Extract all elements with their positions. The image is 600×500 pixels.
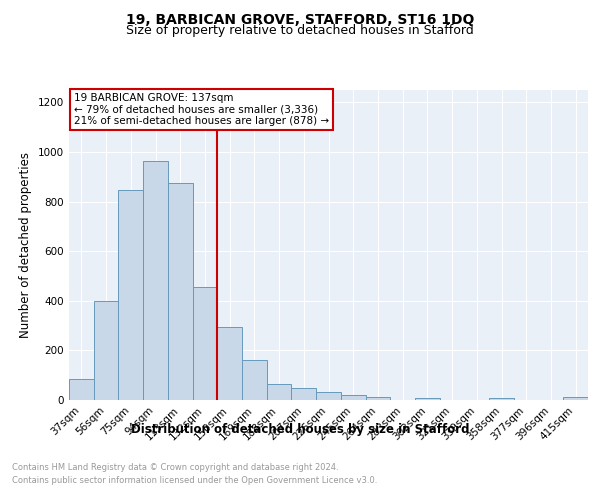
- Text: Distribution of detached houses by size in Stafford: Distribution of detached houses by size …: [131, 422, 469, 436]
- Bar: [69, 379, 94, 400]
- Text: 19 BARBICAN GROVE: 137sqm
← 79% of detached houses are smaller (3,336)
21% of se: 19 BARBICAN GROVE: 137sqm ← 79% of detac…: [74, 93, 329, 126]
- Text: Contains public sector information licensed under the Open Government Licence v3: Contains public sector information licen…: [12, 476, 377, 485]
- Bar: [341, 395, 365, 400]
- Bar: [267, 384, 292, 400]
- Bar: [242, 360, 267, 400]
- Bar: [365, 396, 390, 400]
- Text: 19, BARBICAN GROVE, STAFFORD, ST16 1DQ: 19, BARBICAN GROVE, STAFFORD, ST16 1DQ: [126, 12, 474, 26]
- Bar: [193, 287, 217, 400]
- Y-axis label: Number of detached properties: Number of detached properties: [19, 152, 32, 338]
- Bar: [143, 160, 168, 400]
- Bar: [489, 398, 514, 400]
- Text: Size of property relative to detached houses in Stafford: Size of property relative to detached ho…: [126, 24, 474, 37]
- Bar: [168, 183, 193, 400]
- Bar: [563, 397, 588, 400]
- Bar: [292, 388, 316, 400]
- Bar: [118, 190, 143, 400]
- Text: Contains HM Land Registry data © Crown copyright and database right 2024.: Contains HM Land Registry data © Crown c…: [12, 462, 338, 471]
- Bar: [94, 301, 118, 400]
- Bar: [415, 398, 440, 400]
- Bar: [316, 392, 341, 400]
- Bar: [217, 327, 242, 400]
